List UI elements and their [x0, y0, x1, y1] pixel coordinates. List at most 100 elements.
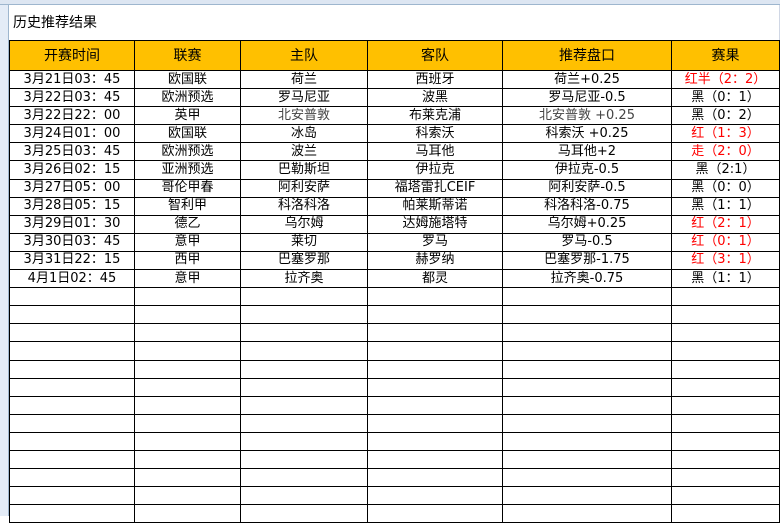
cell-league[interactable]	[134, 377, 241, 397]
cell-away[interactable]: 波黑	[367, 88, 503, 108]
cell-away[interactable]	[367, 431, 503, 451]
cell-league[interactable]: 欧洲预选	[134, 142, 241, 162]
cell-result[interactable]: 红（3：1）	[671, 250, 780, 271]
cell-pick[interactable]: 乌尔姆+0.25	[502, 214, 672, 234]
cell-home[interactable]: 乌尔姆	[240, 214, 368, 234]
cell-pick[interactable]	[502, 449, 672, 470]
cell-away[interactable]	[367, 486, 503, 506]
cell-time[interactable]: 3月26日02：15	[9, 160, 135, 180]
cell-result[interactable]	[671, 468, 780, 488]
cell-league[interactable]: 亚洲预选	[134, 160, 241, 180]
cell-home[interactable]: 巴勒斯坦	[240, 160, 368, 180]
cell-home[interactable]: 科洛科洛	[240, 196, 368, 216]
cell-away[interactable]	[367, 305, 503, 325]
cell-away[interactable]	[367, 377, 503, 397]
cell-result[interactable]: 红（2：1）	[671, 214, 780, 234]
cell-time[interactable]: 3月22日03：45	[9, 88, 135, 108]
cell-away[interactable]: 帕莱斯蒂诺	[367, 196, 503, 216]
cell-away[interactable]	[367, 341, 503, 361]
cell-away[interactable]	[367, 449, 503, 470]
cell-league[interactable]	[134, 305, 241, 325]
cell-away[interactable]: 西班牙	[367, 69, 503, 90]
cell-result[interactable]: 黑（0：1）	[671, 88, 780, 108]
cell-away[interactable]	[367, 413, 503, 433]
cell-league[interactable]	[134, 395, 241, 415]
cell-time[interactable]	[9, 305, 135, 325]
cell-time[interactable]: 3月27日05：00	[9, 178, 135, 198]
cell-time[interactable]: 3月29日01：30	[9, 214, 135, 234]
cell-time[interactable]	[9, 323, 135, 343]
cell-league[interactable]	[134, 323, 241, 343]
cell-pick[interactable]	[502, 359, 672, 379]
header-result[interactable]: 赛果	[671, 40, 780, 71]
cell-pick[interactable]: 巴塞罗那-1.75	[502, 250, 672, 271]
cell-time[interactable]	[9, 341, 135, 361]
cell-result[interactable]	[671, 287, 780, 307]
cell-home[interactable]	[240, 468, 368, 488]
cell-time[interactable]: 3月21日03：45	[9, 69, 135, 90]
cell-league[interactable]	[134, 486, 241, 506]
cell-home[interactable]	[240, 287, 368, 307]
cell-pick[interactable]	[502, 287, 672, 307]
cell-away[interactable]	[367, 395, 503, 415]
cell-pick[interactable]: 北安普敦 +0.25	[502, 106, 672, 126]
cell-pick[interactable]	[502, 486, 672, 506]
cell-away[interactable]: 赫罗纳	[367, 250, 503, 271]
cell-pick[interactable]	[502, 341, 672, 361]
cell-result[interactable]	[671, 323, 780, 343]
cell-result[interactable]: 黑（1：1）	[671, 269, 780, 289]
cell-result[interactable]: 黑（1：1）	[671, 196, 780, 216]
cell-time[interactable]: 4月1日02：45	[9, 269, 135, 289]
cell-time[interactable]	[9, 287, 135, 307]
cell-home[interactable]	[240, 395, 368, 415]
cell-league[interactable]	[134, 359, 241, 379]
cell-league[interactable]	[134, 449, 241, 470]
cell-league[interactable]: 意甲	[134, 232, 241, 252]
cell-result[interactable]	[671, 431, 780, 451]
cell-pick[interactable]	[502, 413, 672, 433]
cell-home[interactable]: 冰岛	[240, 124, 368, 144]
cell-away[interactable]: 福塔雷扎CEIF	[367, 178, 503, 198]
cell-home[interactable]: 阿利安萨	[240, 178, 368, 198]
cell-league[interactable]	[134, 504, 241, 523]
cell-time[interactable]: 3月24日01：00	[9, 124, 135, 144]
cell-result[interactable]	[671, 395, 780, 415]
cell-pick[interactable]	[502, 504, 672, 523]
cell-time[interactable]: 3月28日05：15	[9, 196, 135, 216]
cell-league[interactable]: 欧洲预选	[134, 88, 241, 108]
cell-away[interactable]	[367, 359, 503, 379]
cell-pick[interactable]	[502, 468, 672, 488]
cell-league[interactable]	[134, 413, 241, 433]
cell-pick[interactable]: 科索沃 +0.25	[502, 124, 672, 144]
cell-pick[interactable]: 罗马-0.5	[502, 232, 672, 252]
cell-away[interactable]	[367, 287, 503, 307]
cell-away[interactable]: 马耳他	[367, 142, 503, 162]
cell-home[interactable]: 波兰	[240, 142, 368, 162]
cell-league[interactable]: 欧国联	[134, 69, 241, 90]
cell-time[interactable]	[9, 395, 135, 415]
cell-result[interactable]: 红半（2：2）	[671, 69, 780, 90]
cell-home[interactable]: 荷兰	[240, 69, 368, 90]
header-time[interactable]: 开赛时间	[9, 40, 135, 71]
cell-pick[interactable]: 科洛科洛-0.75	[502, 196, 672, 216]
cell-pick[interactable]: 荷兰+0.25	[502, 69, 672, 90]
cell-result[interactable]: 红（1：3）	[671, 124, 780, 144]
cell-time[interactable]: 3月22日22：00	[9, 106, 135, 126]
cell-result[interactable]: 黑（0：0）	[671, 178, 780, 198]
cell-home[interactable]	[240, 305, 368, 325]
cell-home[interactable]: 巴塞罗那	[240, 250, 368, 271]
cell-league[interactable]	[134, 468, 241, 488]
cell-league[interactable]: 德乙	[134, 214, 241, 234]
cell-home[interactable]	[240, 377, 368, 397]
cell-time[interactable]: 3月31日22：15	[9, 250, 135, 271]
cell-league[interactable]: 意甲	[134, 269, 241, 289]
cell-league[interactable]: 哥伦甲春	[134, 178, 241, 198]
cell-home[interactable]: 北安普敦	[240, 106, 368, 126]
cell-league[interactable]: 智利甲	[134, 196, 241, 216]
cell-pick[interactable]: 伊拉克-0.5	[502, 160, 672, 180]
cell-time[interactable]	[9, 413, 135, 433]
cell-away[interactable]	[367, 468, 503, 488]
cell-home[interactable]	[240, 413, 368, 433]
cell-result[interactable]	[671, 504, 780, 523]
cell-time[interactable]	[9, 449, 135, 470]
